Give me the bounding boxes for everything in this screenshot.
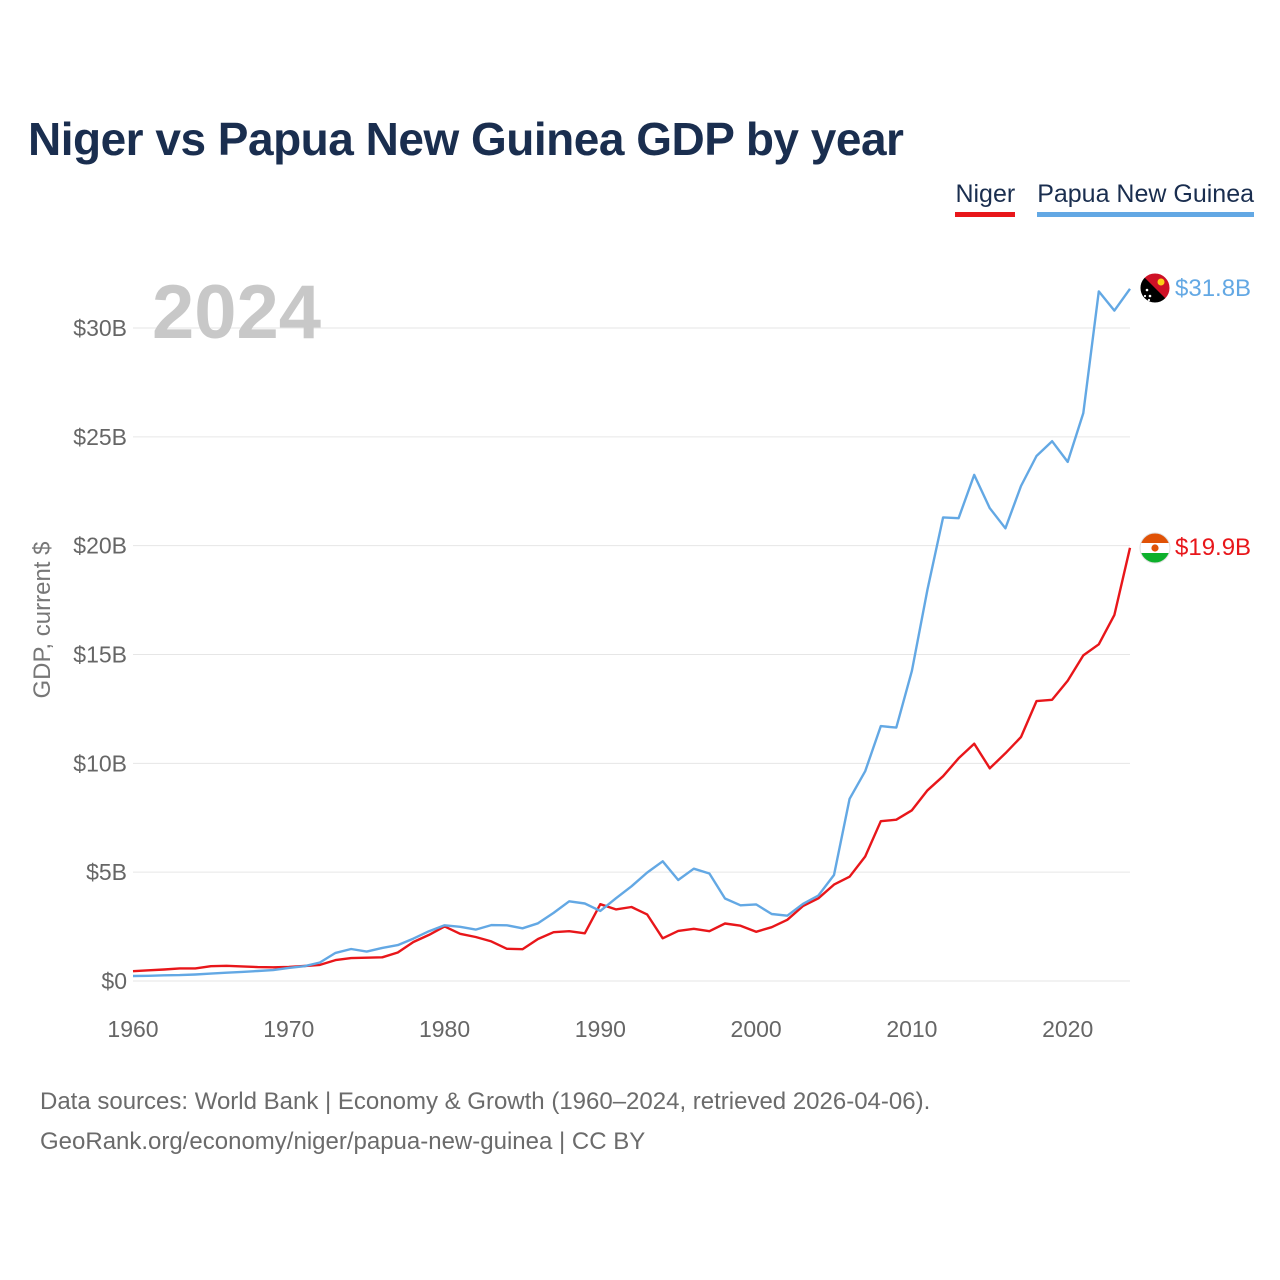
papua-new-guinea-flag-icon [1139,272,1171,304]
niger-flag-icon [1139,532,1171,564]
x-tick-label: 1960 [107,1016,158,1042]
y-tick-label: $25B [73,424,127,450]
source-line-2[interactable]: GeoRank.org/economy/niger/papua-new-guin… [40,1128,646,1155]
y-axis-label: GDP, current $ [29,542,56,699]
series-line-niger [132,547,1132,973]
source-line-1: Data sources: World Bank | Economy & Gro… [40,1088,931,1115]
y-tick-label: $10B [73,750,127,776]
chart-title: Niger vs Papua New Guinea GDP by year [28,113,904,165]
x-tick-label: 1990 [575,1016,626,1042]
source-note: Data sources: World Bank | Economy & Gro… [40,1082,930,1162]
y-tick-label: $20B [73,533,127,559]
y-tick-label: $5B [86,859,127,885]
x-tick-label: 2010 [886,1016,937,1042]
legend-item-niger[interactable]: Niger [955,180,1016,217]
series-line-papua-new-guinea [132,288,1131,978]
year-watermark: 2024 [152,270,321,355]
y-tick-label: $15B [73,642,127,668]
grid-lines [133,327,1130,982]
end-value-label-niger: $19.9B [1175,534,1251,561]
x-tick-label: 2000 [731,1016,782,1042]
y-tick-label: $30B [73,315,127,341]
x-tick-label: 2020 [1042,1016,1093,1042]
y-tick-label: $0 [101,968,127,994]
y-tick-labels: $0 $5B $10B $15B $20B $25B $30B [73,315,127,994]
x-tick-label: 1980 [419,1016,470,1042]
x-tick-label: 1970 [263,1016,314,1042]
x-tick-labels: 1960 1970 1980 1990 2000 2010 2020 [107,1016,1093,1042]
legend-item-papua-new-guinea[interactable]: Papua New Guinea [1037,180,1254,217]
legend: Niger Papua New Guinea [955,180,1254,217]
end-value-label-papua-new-guinea: $31.8B [1175,275,1251,302]
